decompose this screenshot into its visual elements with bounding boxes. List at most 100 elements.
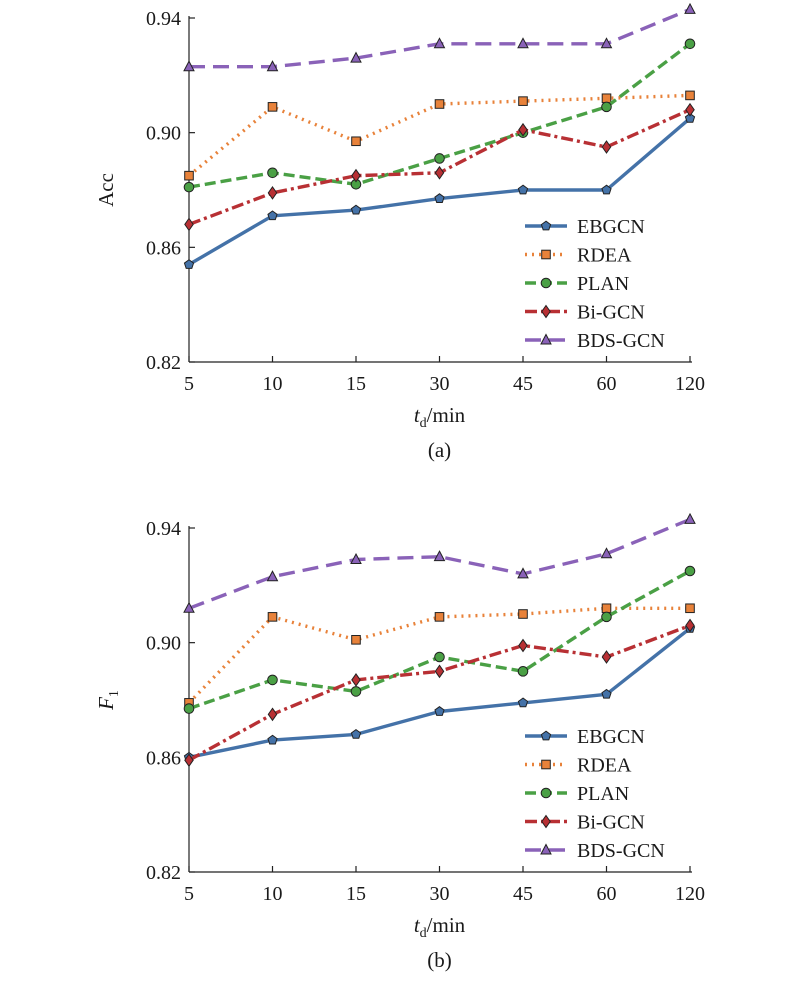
data-point [350, 204, 362, 215]
y-tick-label: 0.82 [146, 862, 181, 884]
data-point [183, 259, 195, 269]
legend-marker [540, 730, 552, 741]
legend-marker [541, 249, 551, 260]
legend-marker [540, 220, 552, 231]
panel-caption: (b) [427, 948, 452, 972]
data-point [434, 651, 445, 663]
x-tick-label: 15 [346, 373, 366, 395]
data-point [184, 217, 194, 232]
data-point [267, 167, 278, 179]
legend-marker [541, 814, 551, 829]
series-bds-gcn [183, 512, 696, 613]
data-point [350, 51, 362, 63]
y-tick-label: 0.86 [146, 747, 181, 769]
data-point [267, 185, 278, 200]
data-point [518, 122, 528, 137]
legend-item: BDS-GCN [525, 330, 665, 352]
chart-panel-b: 0.82 0.86 0.90 0.94 5 10 15 30 45 60 120 td/min F1 EB… [94, 512, 705, 972]
data-point [266, 570, 279, 582]
series-rdea [184, 90, 695, 181]
data-point [434, 153, 445, 164]
data-point [267, 210, 278, 221]
y-tick-label: 0.82 [146, 352, 181, 374]
x-tick-label: 5 [184, 373, 194, 395]
legend-marker [540, 333, 552, 345]
legend-item: PLAN [525, 783, 629, 805]
x-tick-label: 10 [263, 883, 283, 905]
data-point [434, 165, 445, 180]
data-point [350, 552, 362, 565]
x-tick-label: 15 [346, 883, 366, 905]
data-point [601, 184, 612, 195]
x-tick-label: 60 [597, 883, 617, 905]
data-point [518, 609, 528, 619]
data-point [184, 753, 194, 768]
legend-marker [540, 843, 552, 855]
data-point [601, 650, 612, 664]
data-point [434, 664, 445, 679]
x-tick-label: 5 [184, 883, 194, 905]
data-point [183, 181, 195, 193]
data-point [267, 707, 278, 722]
data-point [434, 99, 445, 109]
y-tick-label: 0.94 [146, 518, 181, 540]
x-tick-label: 30 [430, 373, 450, 395]
legend-label: Bi-GCN [577, 812, 645, 834]
data-point [350, 728, 362, 739]
data-point [518, 638, 528, 653]
legend-item: BDS-GCN [525, 840, 665, 862]
legend-marker [540, 277, 552, 289]
y-tick-label: 0.86 [146, 237, 181, 259]
data-point [601, 101, 612, 113]
data-point [684, 565, 696, 577]
data-point [518, 96, 528, 106]
data-point [434, 706, 445, 716]
legend-item: RDEA [525, 755, 632, 777]
legend-item: PLAN [525, 273, 629, 295]
series-bi-gcn [184, 618, 695, 768]
data-point [267, 102, 278, 112]
y-tick-label: 0.94 [146, 8, 181, 30]
data-point [684, 2, 696, 14]
x-tick-label: 45 [513, 883, 533, 905]
legend: EBGCN RDEA PLAN Bi-GCN BDS-GCN [525, 216, 665, 352]
data-point [351, 136, 361, 147]
data-point [517, 37, 529, 49]
legend-label: RDEA [577, 755, 632, 777]
legend-label: Bi-GCN [577, 302, 645, 324]
data-point [183, 703, 195, 714]
data-point [685, 618, 695, 633]
x-tick-label: 120 [675, 883, 705, 905]
data-point [601, 603, 612, 614]
panel-caption: (a) [428, 438, 451, 462]
x-axis-label: td/min [414, 403, 466, 431]
legend-label: PLAN [577, 273, 629, 295]
x-tick-label: 120 [675, 373, 705, 395]
series-ebgcn [183, 112, 696, 269]
series-bds-gcn [183, 2, 696, 72]
legend-item: Bi-GCN [525, 302, 645, 324]
data-point [517, 697, 529, 708]
data-point [351, 168, 361, 183]
data-point [684, 112, 696, 123]
data-point [183, 601, 195, 613]
data-point [434, 612, 445, 622]
series-line [188, 117, 692, 266]
legend-label: PLAN [577, 783, 629, 805]
data-point [433, 550, 446, 562]
data-point [601, 688, 612, 699]
x-tick-label: 60 [597, 373, 617, 395]
legend-label: BDS-GCN [577, 330, 665, 352]
legend-marker [541, 759, 551, 770]
data-point [601, 611, 612, 623]
data-point [601, 140, 612, 154]
x-tick-label: 45 [513, 373, 533, 395]
data-point [184, 170, 194, 181]
x-tick-label: 30 [430, 883, 450, 905]
data-point [350, 686, 362, 697]
legend-item: Bi-GCN [525, 812, 645, 834]
data-point [267, 674, 278, 686]
series-line [188, 517, 691, 610]
y-tick-label: 0.90 [146, 123, 181, 145]
legend-label: BDS-GCN [577, 840, 665, 862]
